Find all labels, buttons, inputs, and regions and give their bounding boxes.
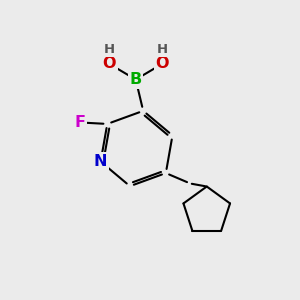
Text: B: B bbox=[130, 72, 142, 87]
Text: H: H bbox=[157, 43, 168, 56]
Text: F: F bbox=[74, 115, 85, 130]
Text: O: O bbox=[155, 56, 169, 71]
Text: H: H bbox=[103, 43, 114, 56]
Text: O: O bbox=[103, 56, 116, 71]
Text: N: N bbox=[94, 154, 107, 169]
